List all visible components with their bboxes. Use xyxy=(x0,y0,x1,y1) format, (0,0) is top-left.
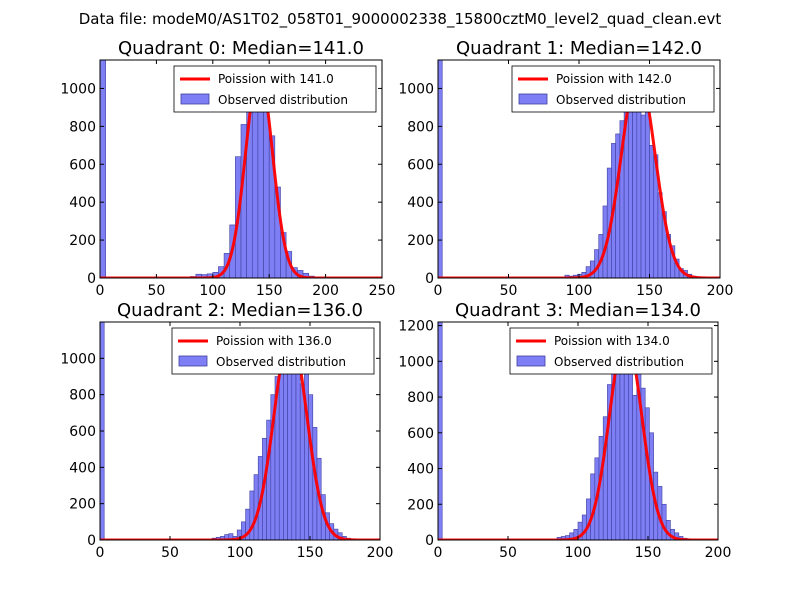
quadrant-1-xtick-label: 50 xyxy=(500,283,518,299)
quadrant-2-chart: 0 50 100 150 200 0 200 400 600 800 1000 Quadrant 2:… xyxy=(60,300,393,561)
quadrant-0-ytick-label: 600 xyxy=(69,157,96,173)
quadrant-2-bar xyxy=(299,383,305,540)
quadrant-0-legend-bars-swatch xyxy=(180,93,210,105)
quadrant-0-ytick-label: 200 xyxy=(69,233,96,249)
quadrant-2-legend-bars-swatch xyxy=(178,355,208,367)
quadrant-3-bar xyxy=(438,322,443,540)
quadrant-1-bar xyxy=(438,60,443,278)
quadrant-2-bar xyxy=(278,372,284,540)
quadrant-2-bar xyxy=(283,358,288,540)
quadrant-2-title: Quadrant 2: Median=136.0 xyxy=(117,300,363,321)
quadrant-0-xtick-label: 100 xyxy=(199,283,226,299)
quadrant-1-legend-curve-label: Poission with 142.0 xyxy=(556,72,672,86)
quadrant-2-bar xyxy=(249,490,255,540)
quadrant-1-chart: 0 50 100 150 200 0 200 400 600 800 1000 Quadrant 1:… xyxy=(398,38,733,299)
quadrant-1-bar xyxy=(615,133,621,278)
quadrant-2-legend-bars-label: Observed distribution xyxy=(216,355,346,369)
quadrant-3-xtick-label: 200 xyxy=(705,545,732,561)
quadrant-2-legend: Poission with 136.0 Observed distribution xyxy=(171,327,375,375)
quadrant-0-ytick-label: 1000 xyxy=(60,81,96,97)
quadrant-1-bar xyxy=(628,93,633,278)
quadrant-0-legend-curve-label: Poission with 141.0 xyxy=(218,72,334,86)
quadrant-0-xtick-label: 250 xyxy=(369,283,396,299)
quadrant-1-legend-bars-label: Observed distribution xyxy=(556,93,686,107)
quadrant-3-ytick-label: 600 xyxy=(407,426,434,442)
quadrant-1-title: Quadrant 1: Median=142.0 xyxy=(456,38,702,59)
quadrant-0-xtick-label: 50 xyxy=(147,283,165,299)
quadrant-3-bar xyxy=(615,348,621,540)
quadrant-0-axes-frame xyxy=(99,59,383,279)
quadrant-0-ytick-label: 0 xyxy=(87,271,96,287)
quadrant-3-ytick-label: 1000 xyxy=(398,354,434,370)
figure-suptitle: Data file: modeM0/AS1T02_058T01_90000023… xyxy=(79,10,722,29)
quadrant-0-plot-layer xyxy=(100,60,382,278)
quadrant-0-ytick-label: 800 xyxy=(69,119,96,135)
quadrant-2-bar xyxy=(308,394,314,540)
quadrant-1-legend-bars-swatch xyxy=(518,93,548,105)
quadrant-2-ytick-label: 400 xyxy=(69,460,96,476)
quadrant-0-chart: 0 50 100 150 200 250 0 200 400 600 800 1000 Quadrant… xyxy=(60,38,395,299)
quadrant-0-ytick-label: 400 xyxy=(69,195,96,211)
quadrant-2-xtick-label: 50 xyxy=(161,545,179,561)
quadrant-3-bar xyxy=(632,394,638,540)
quadrant-1-ytick-label: 200 xyxy=(407,233,434,249)
quadrant-3-ytick-label: 800 xyxy=(407,390,434,406)
quadrant-2-ytick-label: 200 xyxy=(69,497,96,513)
quadrant-1-bar xyxy=(649,145,655,278)
quadrant-3-legend-bars-swatch xyxy=(516,355,546,367)
quadrant-3-ytick-label: 400 xyxy=(407,462,434,478)
quadrant-3-legend-bars-label: Observed distribution xyxy=(554,355,684,369)
quadrant-2-ytick-label: 1000 xyxy=(60,351,96,367)
quadrant-3-ytick-label: 1200 xyxy=(398,319,434,335)
quadrant-3-xtick-label: 150 xyxy=(635,545,662,561)
quadrant-1-xtick-label: 100 xyxy=(566,283,593,299)
quadrant-1-legend: Poission with 142.0 Observed distribution xyxy=(511,65,715,113)
quadrant-1-xtick-label: 0 xyxy=(434,283,443,299)
quadrant-3-xtick-label: 50 xyxy=(499,545,517,561)
quadrant-3-title: Quadrant 3: Median=134.0 xyxy=(455,300,701,321)
quadrant-0-xtick-label: 150 xyxy=(256,283,283,299)
quadrant-1-bar xyxy=(644,95,650,278)
quadrant-2-xtick-label: 150 xyxy=(297,545,324,561)
quadrant-2-xtick-label: 0 xyxy=(96,545,105,561)
quadrant-3-bar xyxy=(623,361,629,540)
quadrant-2-bar xyxy=(304,358,309,540)
quadrant-3-ytick-label: 0 xyxy=(425,533,434,549)
quadrant-0-legend: Poission with 141.0 Observed distribution xyxy=(173,65,377,113)
quadrant-3-chart: 0 50 100 150 200 0 200 400 600 800 1000 1200 Quadran… xyxy=(398,300,731,561)
quadrant-0-xtick-label: 200 xyxy=(312,283,339,299)
quadrant-1-plot-layer xyxy=(438,60,720,278)
quadrant-1-ytick-label: 0 xyxy=(425,271,434,287)
quadrant-1-xtick-label: 150 xyxy=(636,283,663,299)
quadrant-3-ytick-label: 200 xyxy=(407,497,434,513)
quadrant-2-ytick-label: 0 xyxy=(87,533,96,549)
quadrant-0-xtick-label: 0 xyxy=(96,283,105,299)
quadrant-3-legend-curve-label: Poission with 134.0 xyxy=(554,334,670,348)
quadrant-0-bar xyxy=(100,60,106,278)
quadrant-2-bar xyxy=(295,350,301,540)
quadrant-3-xtick-label: 100 xyxy=(565,545,592,561)
quadrant-0-legend-bars-label: Observed distribution xyxy=(218,93,348,107)
quadrant-2-bar xyxy=(291,345,297,540)
quadrant-0-poisson-curve xyxy=(100,68,382,278)
quadrant-3-legend: Poission with 134.0 Observed distribution xyxy=(509,327,713,375)
quadrant-1-ytick-label: 800 xyxy=(407,119,434,135)
quadrant-1-ytick-label: 600 xyxy=(407,157,434,173)
quadrant-0-title: Quadrant 0: Median=141.0 xyxy=(118,38,364,59)
quadrant-2-ytick-label: 600 xyxy=(69,424,96,440)
quadrant-1-ytick-label: 400 xyxy=(407,195,434,211)
quadrant-2-xtick-label: 100 xyxy=(227,545,254,561)
quadrant-1-bar xyxy=(640,114,646,278)
quadrant-2-legend-curve-label: Poission with 136.0 xyxy=(216,334,332,348)
quadrant-2-xtick-label: 200 xyxy=(367,545,394,561)
quadrant-2-ytick-label: 800 xyxy=(69,388,96,404)
quadrant-1-xtick-label: 200 xyxy=(707,283,734,299)
quadrant-3-xtick-label: 0 xyxy=(434,545,443,561)
quadrant-1-ytick-label: 1000 xyxy=(398,81,434,97)
